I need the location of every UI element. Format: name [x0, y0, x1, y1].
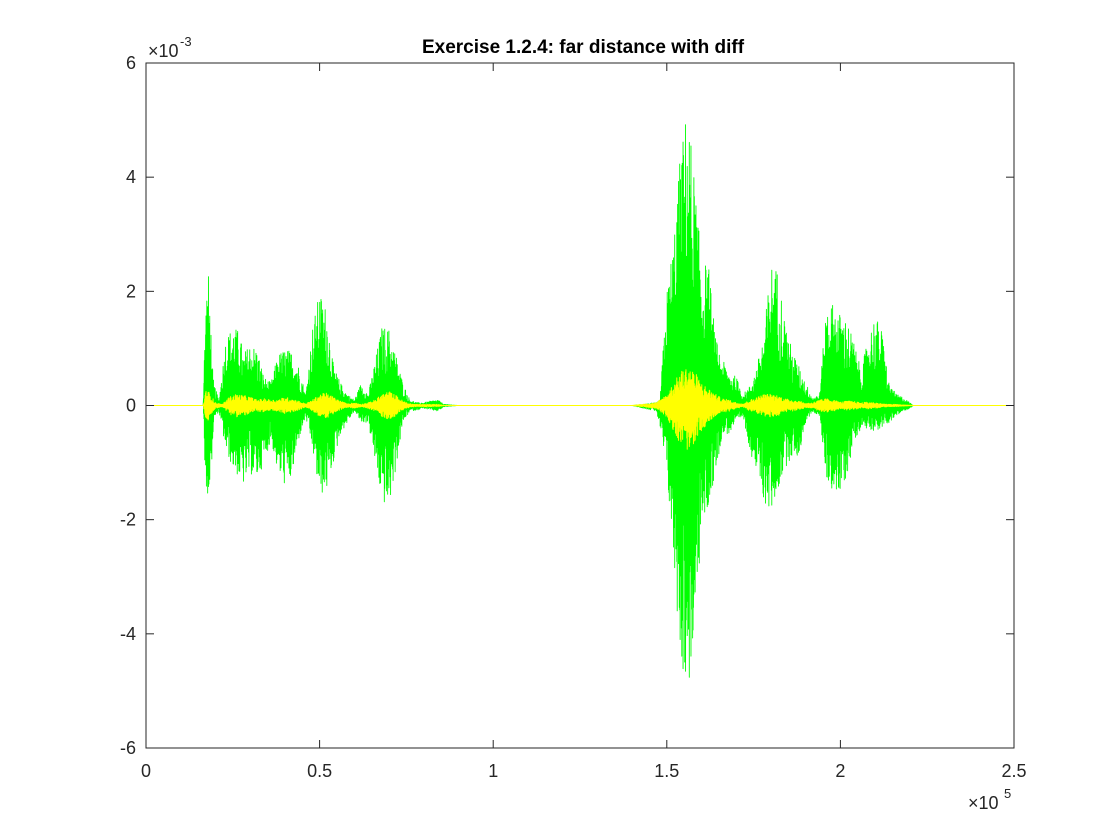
y-tick-label: 0: [126, 396, 136, 416]
y-axis: -6 -4 -2 0 2 4 6: [120, 53, 1014, 758]
x-tick-label: 0: [141, 761, 151, 781]
x-axis: 0 0.5 1 1.5 2 2.5: [141, 63, 1027, 781]
y-tick-label: 2: [126, 281, 136, 301]
svg-text:5: 5: [1004, 786, 1011, 801]
y-tick-label: -6: [120, 738, 136, 758]
svg-text:-3: -3: [180, 34, 192, 49]
series-layer: [145, 124, 1014, 678]
x-exponent-label: ×10 5: [968, 786, 1011, 813]
x-tick-label: 2.5: [1001, 761, 1026, 781]
x-tick-label: 0.5: [307, 761, 332, 781]
series-line-2: [145, 369, 1014, 450]
svg-text:×10: ×10: [148, 41, 179, 61]
plot-area: 0 0.5 1 1.5 2 2.5 -6 -4 -2 0 2 4 6: [120, 53, 1027, 781]
y-tick-label: -4: [120, 624, 136, 644]
chart-title: Exercise 1.2.4: far distance with diff: [422, 37, 745, 58]
x-tick-label: 1: [488, 761, 498, 781]
svg-text:×10: ×10: [968, 793, 999, 813]
x-tick-label: 1.5: [654, 761, 679, 781]
y-tick-label: 4: [126, 167, 136, 187]
y-tick-label: -2: [120, 510, 136, 530]
y-exponent-label: ×10 -3: [148, 34, 192, 61]
x-tick-label: 2: [835, 761, 845, 781]
y-tick-label: 6: [126, 53, 136, 73]
